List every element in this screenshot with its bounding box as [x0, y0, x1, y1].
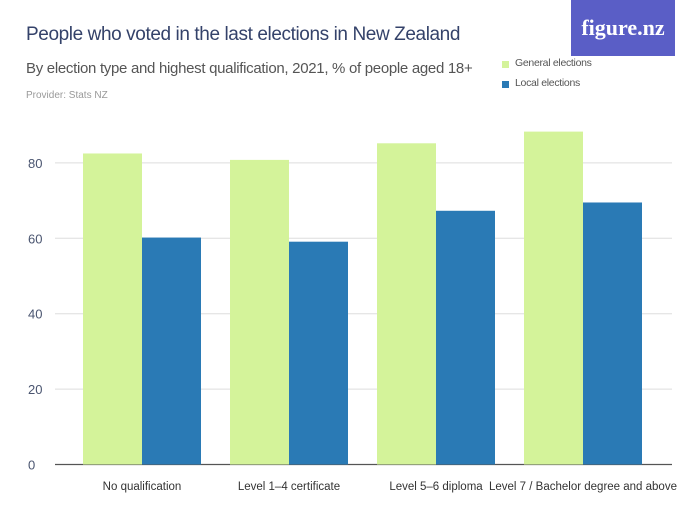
bar-general — [377, 143, 436, 465]
legend: General elections Local elections — [502, 53, 592, 93]
chart-title: People who voted in the last elections i… — [26, 24, 461, 45]
legend-label-general: General elections — [515, 57, 592, 69]
bar-general — [230, 159, 289, 465]
chart-subtitle: By election type and highest qualificati… — [26, 60, 473, 77]
y-tick-label: 60 — [28, 231, 42, 246]
bar-general — [524, 131, 583, 465]
legend-swatch-local — [502, 81, 509, 88]
x-tick-label: Level 5–6 diploma — [389, 481, 483, 493]
bar-general — [83, 153, 142, 465]
y-tick-label: 80 — [28, 156, 42, 171]
logo-text: figure.nz — [581, 15, 665, 40]
bar-local — [142, 237, 201, 465]
legend-item-local: Local elections — [502, 73, 592, 93]
x-tick-label: No qualification — [103, 481, 182, 493]
y-tick-label: 40 — [28, 307, 42, 322]
legend-label-local: Local elections — [515, 77, 580, 89]
y-tick-label: 0 — [28, 458, 35, 473]
legend-item-general: General elections — [502, 53, 592, 73]
legend-swatch-general — [502, 61, 509, 68]
x-tick-label: Level 7 / Bachelor degree and above — [489, 481, 677, 493]
bar-local — [289, 241, 348, 465]
bar-local — [583, 202, 642, 465]
bar-local — [436, 210, 495, 465]
provider-label: Provider: Stats NZ — [26, 90, 108, 101]
x-tick-label: Level 1–4 certificate — [238, 481, 340, 493]
y-tick-label: 20 — [28, 382, 42, 397]
figure-nz-logo[interactable]: figure.nz — [571, 0, 675, 56]
